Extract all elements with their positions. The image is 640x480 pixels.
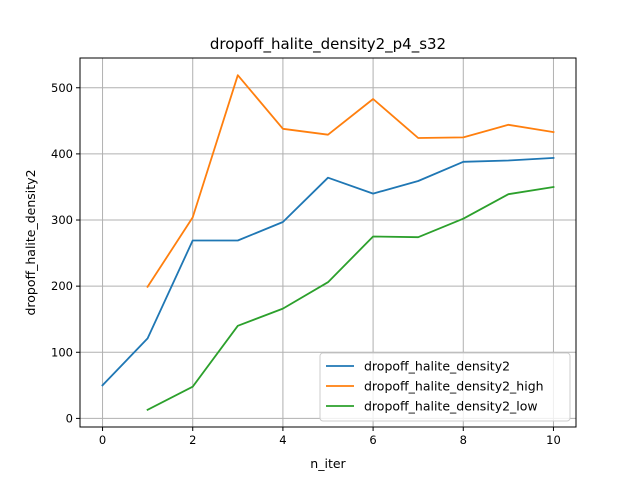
x-tick-label: 0 xyxy=(99,433,106,447)
plot-frame xyxy=(79,57,577,428)
legend-label: dropoff_halite_density2_low xyxy=(364,399,538,414)
y-tick-label: 500 xyxy=(51,81,73,95)
series-line xyxy=(101,156,555,387)
legend-label: dropoff_halite_density2_high xyxy=(364,379,544,394)
y-tick-label: 300 xyxy=(51,213,73,227)
series-line xyxy=(146,185,555,412)
legend-label: dropoff_halite_density2 xyxy=(364,359,510,374)
grid xyxy=(80,58,576,427)
legend-box xyxy=(319,352,571,422)
x-tick-label: 10 xyxy=(546,433,561,447)
x-axis-label: n_iter xyxy=(310,456,346,471)
y-axis-label: dropoff_halite_density2 xyxy=(23,169,38,315)
legend: dropoff_halite_density2 dropoff_halite_de… xyxy=(319,352,571,422)
chart-title: dropoff_halite_density2_p4_s32 xyxy=(210,35,446,54)
series-lines xyxy=(101,74,555,412)
series-line xyxy=(146,74,555,289)
x-tick-label: 2 xyxy=(189,433,196,447)
y-tick-label: 0 xyxy=(66,411,73,425)
x-tick-label: 8 xyxy=(460,433,467,447)
x-tick-label: 6 xyxy=(369,433,376,447)
y-tick-label: 200 xyxy=(51,279,73,293)
y-tick-label: 400 xyxy=(51,147,73,161)
x-tick-label: 4 xyxy=(279,433,286,447)
y-tick-label: 100 xyxy=(51,345,73,359)
